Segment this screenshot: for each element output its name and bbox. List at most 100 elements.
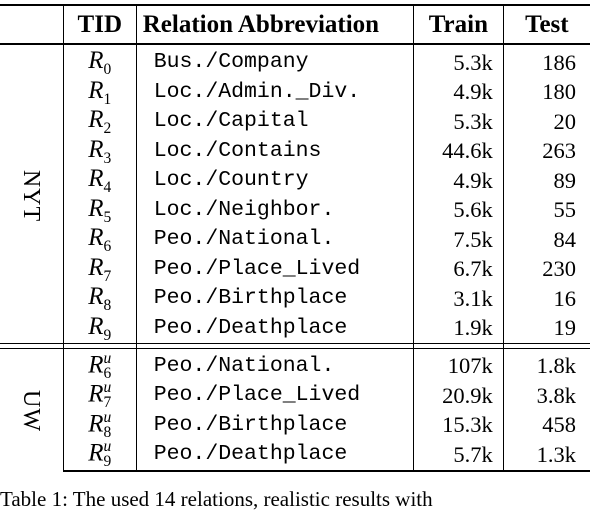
cell-relation: Loc./Country	[135, 166, 414, 196]
cell-train: 15.3k	[413, 410, 504, 441]
tid-sub: 4	[103, 179, 112, 196]
cell-train: 107k	[413, 352, 504, 382]
table-row: R4 Loc./Country 4.9k 89	[0, 166, 590, 196]
tid-base: R	[88, 135, 104, 163]
cell-test: 180	[502, 77, 590, 107]
cell-train: 6.7k	[413, 254, 504, 284]
tid-base: R	[88, 283, 104, 310]
group-label-text: UW	[18, 390, 45, 433]
group-label: UW	[0, 352, 63, 471]
cell-train: 20.9k	[413, 381, 504, 411]
cell-tid: R7	[62, 254, 137, 285]
group-label: NYT	[0, 48, 63, 344]
cell-relation: Peo./Place_Lived	[135, 381, 414, 411]
cell-test: 16	[502, 284, 590, 314]
table-row: R2 Loc./Capital 5.3k 20	[0, 107, 590, 137]
cell-test: 84	[502, 225, 590, 255]
group-label-text: NYT	[18, 169, 45, 222]
tid-base: R	[88, 165, 104, 192]
tid-base: R	[88, 351, 104, 379]
table-row: R6 Peo./National. 7.5k 84	[0, 225, 590, 255]
table-row: R3 Loc./Contains 44.6k 263	[0, 135, 590, 167]
header-train: Train	[413, 5, 504, 44]
cell-relation: Loc./Neighbor.	[135, 195, 414, 225]
tid-base: R	[88, 106, 104, 133]
cell-relation: Peo./Place_Lived	[135, 254, 414, 284]
cell-relation: Loc./Capital	[135, 107, 414, 137]
tid-base: R	[88, 312, 104, 340]
group-separator	[0, 343, 590, 349]
table-caption: Table 1: The used 14 relations, realisti…	[0, 487, 433, 511]
cell-test: 20	[502, 107, 590, 137]
cell-relation: Peo./Deathplace	[135, 313, 414, 344]
table-row: R7 Peo./Place_Lived 6.7k 230	[0, 254, 590, 285]
tid-base: R	[88, 224, 104, 251]
group-separator	[0, 348, 590, 352]
tid-sub: 8	[103, 423, 112, 441]
tid-base: R	[88, 47, 104, 74]
cell-test: 1.3k	[502, 440, 590, 472]
tid-sub: 6	[103, 364, 112, 382]
tid-sub: 7	[103, 267, 112, 285]
cell-train: 44.6k	[413, 136, 504, 166]
tid-sub: 5	[103, 208, 112, 226]
cell-test: 458	[502, 410, 590, 441]
cell-relation: Peo./Birthplace	[135, 410, 414, 441]
cell-tid: R9	[62, 312, 137, 344]
tid-base: R	[88, 410, 104, 438]
cell-relation: Peo./Deathplace	[135, 440, 414, 472]
cell-train: 7.5k	[413, 225, 504, 255]
cell-tid: R4	[62, 165, 137, 196]
cell-test: 19	[502, 313, 590, 344]
cell-test: 230	[502, 254, 590, 284]
tid-sup: u	[103, 438, 112, 456]
cell-train: 5.6k	[413, 195, 504, 225]
tid-sup: u	[103, 379, 112, 397]
table-header-row: TID Relation Abbreviation Train Test	[0, 5, 590, 44]
cell-tid: R2	[62, 106, 137, 137]
tid-sub: 9	[103, 326, 112, 344]
tid-base: R	[88, 380, 104, 408]
cell-test: 89	[502, 166, 590, 196]
tid-sub: 7	[103, 394, 112, 412]
cell-test: 186	[502, 48, 590, 78]
table-body: NYT R0 Bus./Company 5.3k 186 R1 Loc./Admin._Di…	[0, 44, 590, 472]
cell-train: 4.9k	[413, 77, 504, 107]
tid-sub: 8	[103, 297, 112, 314]
cell-tid: R6	[62, 224, 137, 255]
cell-test: 3.8k	[502, 381, 590, 411]
cell-tid: R5	[62, 194, 137, 226]
header-group	[0, 5, 63, 44]
tid-sub: 1	[103, 90, 112, 108]
cell-train: 1.9k	[413, 313, 504, 344]
header-relation: Relation Abbreviation	[135, 5, 414, 44]
table-row: R9 Peo./Deathplace 1.9k 19	[0, 312, 590, 344]
table-row: R5 Loc./Neighbor. 5.6k 55	[0, 194, 590, 226]
spacer-row	[0, 44, 590, 48]
cell-relation: Peo./National.	[135, 352, 414, 382]
tid-base: R	[88, 439, 104, 467]
cell-tid: R1	[62, 77, 137, 108]
relations-table: TID Relation Abbreviation Train Test NYT…	[0, 4, 590, 472]
cell-train: 5.3k	[413, 48, 504, 78]
cell-tid: R3	[62, 135, 137, 167]
cell-relation: Loc./Admin._Div.	[135, 77, 414, 107]
table-row: R1 Loc./Admin._Div. 4.9k 180	[0, 77, 590, 108]
cell-test: 263	[502, 136, 590, 166]
tid-base: R	[88, 194, 104, 222]
cell-relation: Peo./Birthplace	[135, 284, 414, 314]
tid-sub: 6	[103, 238, 112, 255]
tid-sub: 3	[103, 149, 112, 167]
tid-sub: 9	[103, 453, 112, 471]
cell-train: 3.1k	[413, 284, 504, 314]
cell-relation: Loc./Contains	[135, 136, 414, 166]
cell-tid: R0	[62, 47, 137, 78]
cell-train: 5.7k	[413, 440, 504, 472]
tid-sub: 0	[103, 61, 112, 78]
cell-relation: Bus./Company	[135, 48, 414, 78]
